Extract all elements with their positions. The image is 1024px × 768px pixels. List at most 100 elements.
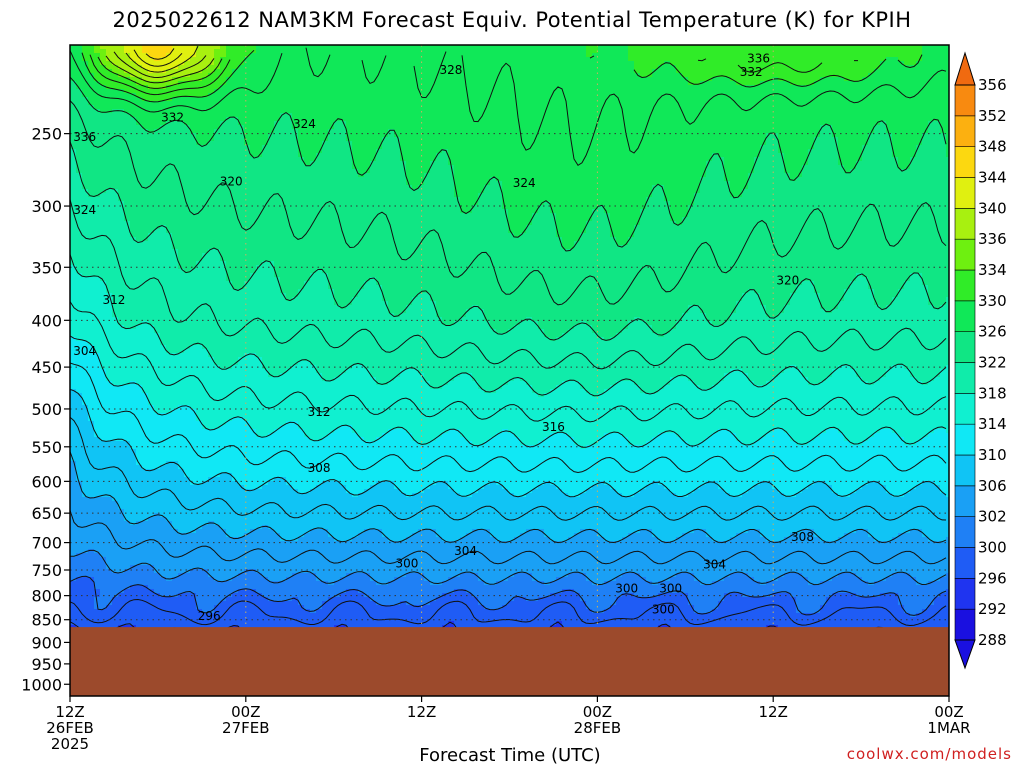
field-cell [574, 153, 581, 158]
field-cell [922, 105, 929, 110]
field-cell [214, 145, 221, 150]
field-cell [808, 49, 815, 54]
field-cell [850, 65, 857, 70]
field-cell [790, 141, 797, 146]
field-cell [154, 137, 161, 142]
field-cell [376, 109, 383, 114]
field-cell [502, 69, 509, 74]
field-cell [730, 121, 737, 126]
field-cell [502, 153, 509, 158]
field-cell [802, 61, 809, 66]
field-cell [688, 165, 695, 170]
field-cell [622, 65, 629, 70]
field-cell [352, 129, 359, 134]
field-cell [352, 177, 359, 182]
field-cell [382, 161, 389, 166]
field-cell [832, 81, 839, 86]
field-cell [214, 165, 221, 170]
field-cell [562, 49, 569, 54]
field-cell [898, 85, 905, 90]
field-cell [406, 145, 413, 150]
field-cell [388, 101, 395, 106]
field-cell [598, 141, 605, 146]
field-cell [190, 81, 197, 86]
field-cell [160, 177, 167, 182]
field-cell [646, 77, 653, 82]
field-cell [544, 173, 551, 178]
field-cell [82, 149, 89, 154]
field-cell [550, 105, 557, 110]
field-cell [730, 149, 737, 154]
field-cell [712, 165, 719, 170]
field-cell [712, 89, 719, 94]
field-cell [196, 121, 203, 126]
field-cell [172, 53, 179, 58]
field-cell [322, 105, 329, 110]
field-cell [112, 121, 119, 126]
field-cell [262, 125, 269, 130]
field-cell [790, 49, 797, 54]
field-cell [220, 105, 227, 110]
field-cell [808, 177, 815, 182]
field-cell [910, 141, 917, 146]
field-cell [370, 169, 377, 174]
field-cell [592, 173, 599, 178]
field-cell [586, 157, 593, 162]
field-cell [880, 89, 887, 94]
field-cell [118, 153, 125, 158]
field-cell [226, 49, 233, 54]
field-cell [262, 161, 269, 166]
field-cell [376, 61, 383, 66]
field-cell [622, 173, 629, 178]
field-cell [250, 65, 257, 70]
field-cell [634, 105, 641, 110]
field-cell [394, 113, 401, 118]
field-cell [826, 97, 833, 102]
field-cell [550, 153, 557, 158]
field-cell [154, 121, 161, 126]
field-cell [604, 165, 611, 170]
field-cell [658, 161, 665, 166]
field-cell [922, 173, 929, 178]
field-cell [628, 53, 635, 58]
field-cell [424, 61, 431, 66]
field-cell [226, 81, 233, 86]
field-cell [748, 157, 755, 162]
field-cell [424, 113, 431, 118]
field-cell [238, 97, 245, 102]
field-cell [130, 53, 137, 58]
field-cell [466, 153, 473, 158]
field-cell [562, 161, 569, 166]
field-cell [490, 69, 497, 74]
field-cell [460, 57, 467, 62]
field-cell [352, 49, 359, 54]
field-cell [574, 177, 581, 182]
field-cell [448, 77, 455, 82]
field-cell [94, 73, 101, 78]
field-cell [796, 65, 803, 70]
field-cell [274, 101, 281, 106]
field-cell [730, 177, 737, 182]
field-cell [496, 117, 503, 122]
field-cell [112, 125, 119, 130]
field-cell [904, 157, 911, 162]
field-cell [718, 57, 725, 62]
field-cell [130, 145, 137, 150]
field-cell [652, 49, 659, 54]
field-cell [898, 53, 905, 58]
field-cell [670, 129, 677, 134]
field-cell [856, 129, 863, 134]
field-cell [634, 161, 641, 166]
field-cell [730, 141, 737, 146]
field-cell [148, 121, 155, 126]
field-cell [580, 149, 587, 154]
field-cell [466, 49, 473, 54]
field-cell [838, 173, 845, 178]
field-cell [706, 137, 713, 142]
field-cell [634, 157, 641, 162]
field-cell [292, 93, 299, 98]
field-cell [544, 53, 551, 58]
field-cell [898, 161, 905, 166]
field-cell [862, 177, 869, 182]
field-cell [352, 57, 359, 62]
